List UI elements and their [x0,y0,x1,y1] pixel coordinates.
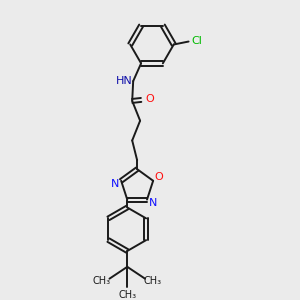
Text: CH₃: CH₃ [118,290,136,299]
Text: N: N [149,197,157,208]
Text: O: O [155,172,164,182]
Text: O: O [146,94,154,104]
Text: N: N [111,179,119,189]
Text: CH₃: CH₃ [144,276,162,286]
Text: Cl: Cl [191,35,202,46]
Text: CH₃: CH₃ [92,276,111,286]
Text: HN: HN [116,76,133,86]
